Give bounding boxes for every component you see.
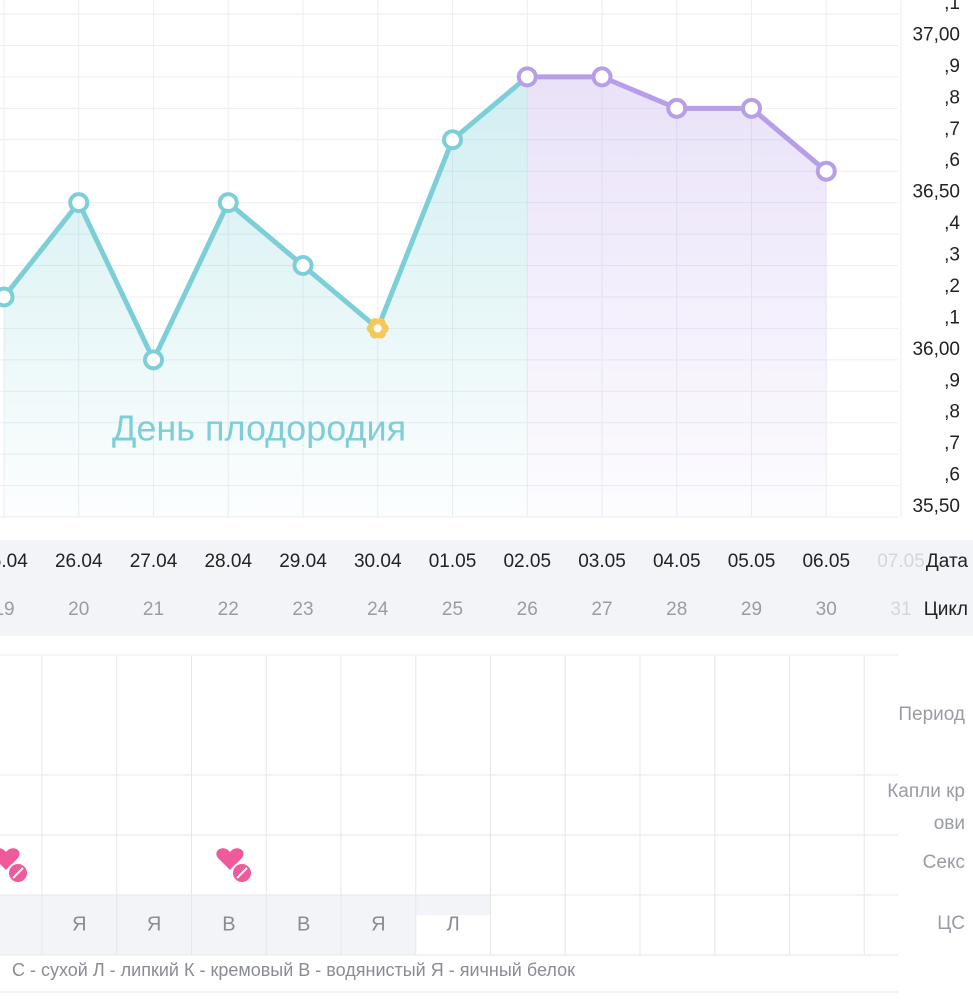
marker [666,97,688,119]
cs-value: Я [371,913,385,935]
date-label: Дата [926,551,969,572]
cycle-day: 30 [816,599,837,620]
x-tick-label: 04.05 [653,551,701,572]
cycle-day: 23 [292,599,313,620]
y-tick-label: ,6 [944,150,960,171]
table-grid: ЯЯЯВВЯЛ [0,654,898,993]
y-tick-label: ,1 [944,307,960,328]
marker [741,97,762,119]
line-segment [2,201,81,299]
x-tick-label: 25.04 [0,551,28,572]
cycle-day: 29 [741,599,762,620]
line-segment [226,200,305,268]
x-tick-label: 05.05 [728,551,776,572]
cycle-day: 24 [367,599,389,620]
y-tick-label: ,9 [944,370,960,391]
marker [442,129,463,151]
marker [292,255,314,276]
flower-center [373,324,382,333]
line-segment [301,263,380,331]
line-segment [601,74,678,111]
y-tick-label: ,4 [944,213,960,234]
cs-value: В [222,913,235,935]
row-label: Капли крови [887,781,965,834]
cycle-day: 26 [517,599,538,620]
cs-value: Я [72,913,86,935]
x-tick-label: 29.04 [279,551,327,572]
cs-cell [0,895,42,955]
cs-cell [42,895,117,955]
y-tick-label: ,7 [944,119,960,140]
cycle-day: 20 [68,599,89,620]
y-tick-label: ,6 [944,465,960,486]
legend: С - сухой Л - липкий К - кремовый В - во… [12,960,575,980]
y-tick-label: ,2 [944,276,960,297]
cycle-day: 19 [0,599,15,620]
x-tick-label: 02.05 [503,551,551,572]
heart-icon [216,848,244,870]
marker [68,192,90,214]
cs-cell [341,895,416,955]
cs-cell [415,895,491,915]
line-segment [375,138,455,330]
pill-line [12,867,24,879]
cs-value: Л [447,913,460,935]
pill-line [236,867,248,879]
y-tick-label: 37,00 [912,24,960,45]
cs-value: Я [147,913,161,935]
y-tick-label: 36,50 [912,182,960,203]
y-tick-label: ,9 [944,56,960,77]
annotation: День плодородия [112,408,406,449]
cycle-day: 25 [442,599,463,620]
date-band [0,540,973,636]
area [4,76,528,517]
cycle-day: 28 [666,599,687,620]
y-tick-label: ,8 [944,87,960,108]
line-segment [151,201,231,361]
heart-icon [0,848,20,870]
cs-cell [116,895,192,955]
cycle-day: 22 [218,599,239,620]
row-label: Секс [922,852,965,873]
x-tick-label: 03.05 [578,551,626,572]
marker [591,66,613,88]
x-tick-label: 06.05 [802,551,850,572]
cycle-day: 21 [143,599,164,620]
x-tick-label: 30.04 [354,551,402,572]
x-tick-label: 27.04 [130,551,178,572]
cycle-day: 31 [890,599,911,620]
marker [143,349,164,371]
x-tick-label: 07.05 [877,551,925,572]
y-tick-label: ,1 [944,0,960,14]
marker [0,286,15,308]
marker [815,160,837,182]
y-tick-label: 35,50 [912,496,960,517]
line-segment [749,106,828,174]
cs-cell [191,895,267,955]
x-tick-label: 26.04 [55,551,103,572]
row-label: ЦС [937,913,965,934]
marker [516,66,538,88]
line-segment [76,201,156,361]
y-tick-label: ,7 [944,433,960,454]
cs-value: В [297,913,310,935]
y-tick-label: ,3 [944,245,960,266]
y-tick-label: 36,00 [912,339,960,360]
y-tick-label: ,8 [944,402,960,423]
cycle-day: 27 [591,599,612,620]
row-label: Период [898,704,965,725]
flower-marker [366,318,389,339]
area [527,76,827,517]
cycle-label: Цикл [924,599,968,620]
line-segment [450,74,529,142]
marker [217,192,239,214]
x-tick-label: 01.05 [429,551,477,572]
x-tick-label: 28.04 [204,551,252,572]
cs-cell [266,895,341,955]
